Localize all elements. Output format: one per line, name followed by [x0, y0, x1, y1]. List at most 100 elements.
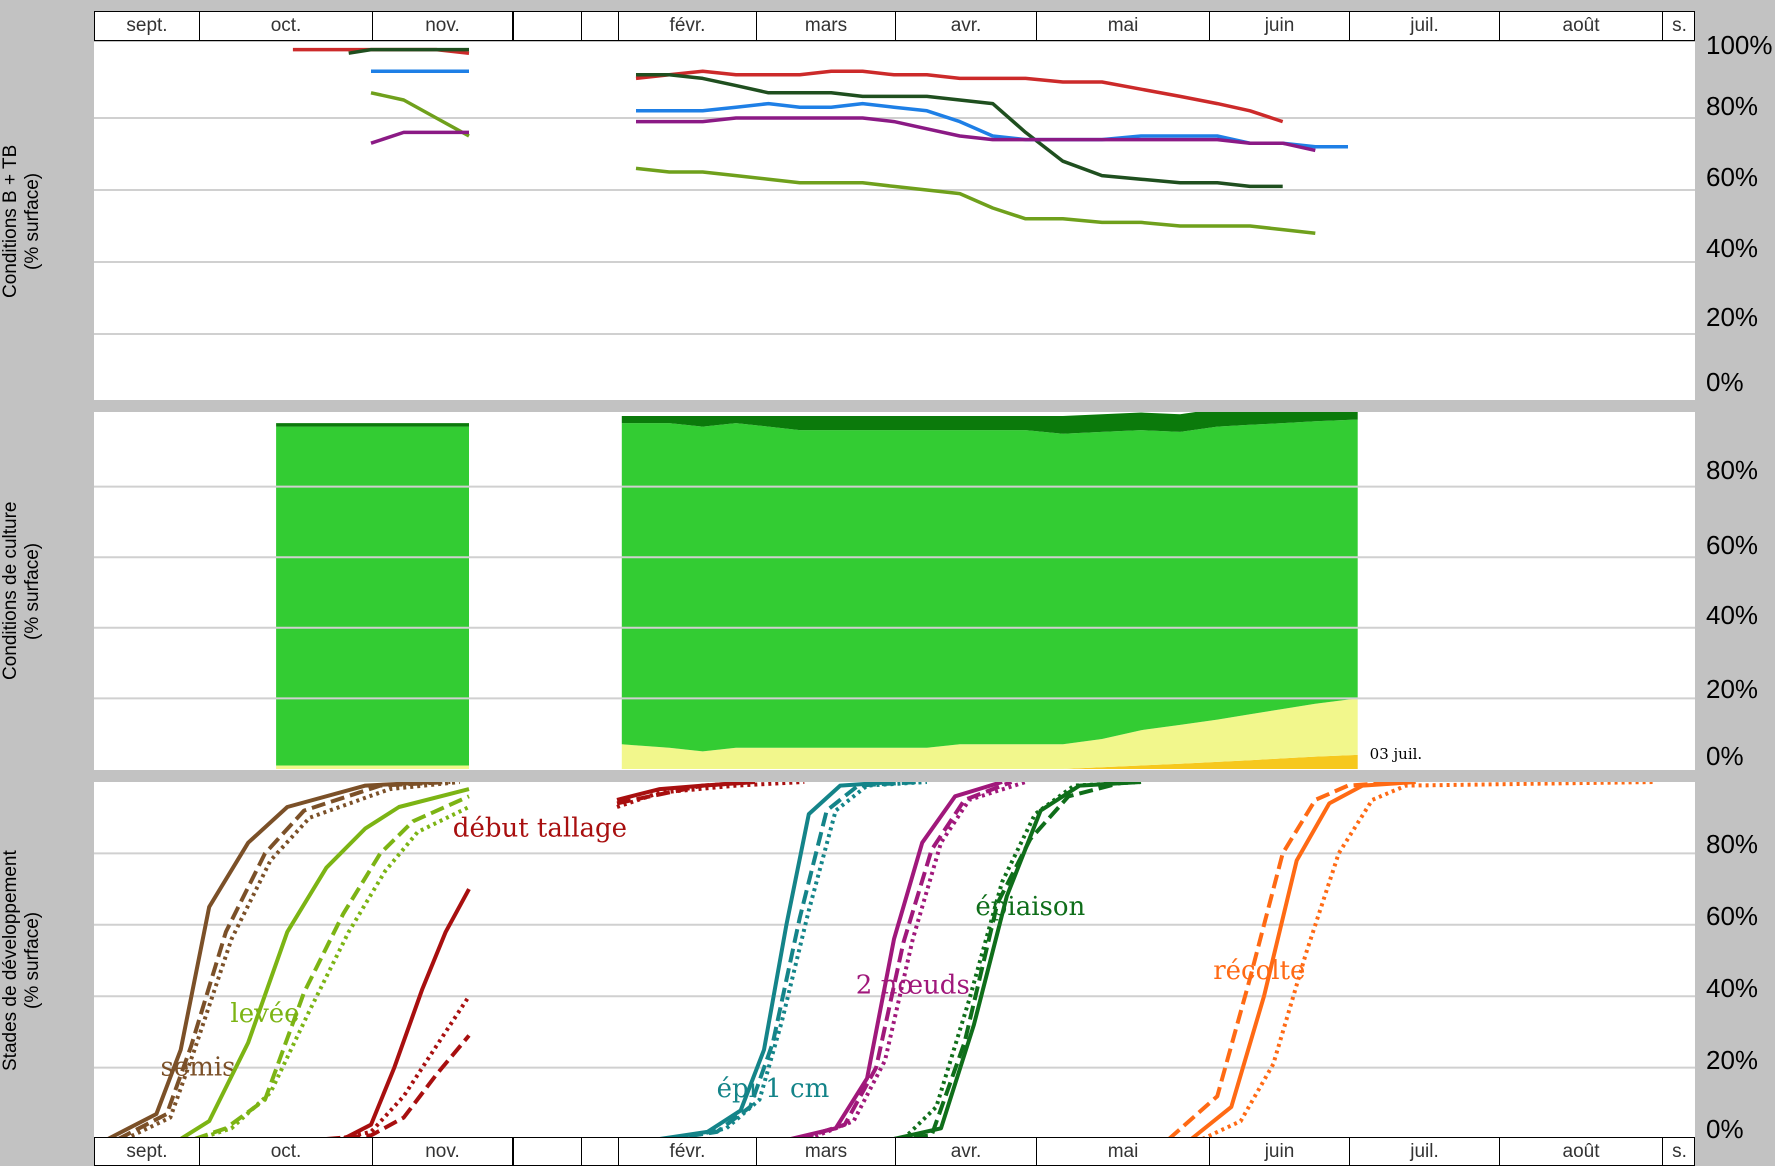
series-line — [348, 47, 469, 55]
month-label — [581, 1138, 618, 1165]
stage-line — [179, 787, 470, 1141]
series-line — [636, 73, 1283, 189]
month-label: févr. — [618, 12, 756, 40]
month-label — [581, 12, 618, 40]
series-line — [370, 91, 470, 138]
month-axis-bottom: sept. oct. nov. févr. mars avr. mai juin juil. ao… — [94, 1137, 1695, 1166]
tick-label: 0% — [1706, 741, 1744, 771]
ylabel-conditions-b-tb: Conditions B + TB (% surface) — [0, 42, 44, 400]
stage-line — [304, 888, 471, 1141]
panel-conditions-culture: 03 juil. — [94, 401, 1695, 770]
tick-label: 40% — [1706, 973, 1759, 1003]
tick-label: 20% — [1706, 302, 1759, 332]
area-layer — [276, 423, 469, 427]
stage-line — [197, 805, 470, 1141]
month-label: sept. — [126, 1141, 168, 1162]
area-layer — [621, 419, 1358, 752]
month-label: oct. — [199, 12, 372, 40]
stage-label: début tallage — [453, 813, 627, 843]
stage-line — [1167, 780, 1402, 1141]
tick-label: 80% — [1706, 91, 1759, 121]
tick-label: 60% — [1706, 162, 1759, 192]
month-label: mars — [756, 1138, 895, 1165]
stage-line — [678, 780, 928, 1141]
stage-line — [669, 780, 918, 1141]
conditions-b-tb-plot — [94, 47, 1695, 335]
month-label: août — [1499, 1138, 1662, 1165]
stage-line — [616, 780, 805, 809]
area-layer — [276, 426, 469, 766]
area-layer — [276, 765, 469, 769]
stage-line — [106, 780, 437, 1141]
stage-line — [326, 1034, 471, 1141]
month-label: s. — [1662, 12, 1696, 40]
month-label: nov. — [372, 12, 512, 40]
month-label — [512, 12, 581, 40]
ylabel-line1: Conditions B + TB — [0, 144, 21, 298]
month-label: avr. — [895, 1138, 1036, 1165]
month-label: mars — [756, 12, 895, 40]
ylabel-line2: (% surface) — [22, 911, 43, 1010]
tick-label: 0% — [1706, 367, 1744, 397]
area-layer — [621, 401, 1358, 434]
stage-label: semis — [160, 1053, 235, 1083]
stage-line — [902, 780, 1142, 1141]
series-line — [635, 166, 1316, 235]
stage-label: 2 nœuds — [856, 970, 970, 1000]
date-annotation: 03 juil. — [1370, 745, 1423, 763]
series-line — [636, 116, 1316, 153]
tick-label: 40% — [1706, 233, 1759, 263]
stage-line — [808, 780, 1027, 1141]
stage-line — [893, 780, 1125, 1141]
month-label: avr. — [895, 12, 1036, 40]
tick-label: 80% — [1706, 455, 1759, 485]
stades-developpement-plot: semis levée début tallage épi 1 cm 2 nœuds ép… — [94, 780, 1695, 1141]
month-label: août — [1499, 12, 1662, 40]
stage-line — [337, 995, 471, 1141]
tick-label: 20% — [1706, 674, 1759, 704]
stage-label: récolte — [1213, 956, 1305, 986]
tick-label: 80% — [1706, 829, 1759, 859]
month-label: juin — [1209, 1138, 1349, 1165]
ylabel-line1: Stades de développement — [0, 850, 21, 1071]
stage-line — [193, 794, 470, 1141]
month-label: juil. — [1349, 12, 1499, 40]
area-layer — [621, 754, 1358, 769]
stage-line — [799, 780, 1013, 1141]
month-label: sept. — [126, 15, 168, 36]
month-label — [512, 1138, 581, 1165]
ylabel-line1: Conditions de culture — [0, 501, 21, 681]
tick-label: 60% — [1706, 530, 1759, 560]
stage-line — [893, 780, 1142, 1141]
month-label: févr. — [618, 1138, 756, 1165]
stage-label: épiaison — [975, 892, 1085, 922]
stage-line — [124, 780, 460, 1141]
month-label: s. — [1662, 1138, 1696, 1165]
month-label: nov. — [372, 1138, 512, 1165]
series-line — [635, 69, 1284, 124]
panel-stades-developpement: semis levée début tallage épi 1 cm 2 nœuds ép… — [94, 780, 1695, 1141]
month-label: juil. — [1349, 1138, 1499, 1165]
stage-label: épi 1 cm — [717, 1074, 830, 1104]
stage-line — [616, 780, 756, 806]
stage-line — [659, 780, 895, 1141]
conditions-culture-plot: 03 juil. — [94, 401, 1695, 769]
ylabel-conditions-culture: Conditions de culture (% surface) — [0, 412, 44, 770]
ylabel-line2: (% surface) — [22, 542, 43, 640]
month-label: oct. — [199, 1138, 372, 1165]
month-label: juin — [1209, 12, 1349, 40]
month-label: mai — [1036, 1138, 1209, 1165]
tick-label: 40% — [1706, 600, 1759, 630]
month-label: mai — [1036, 12, 1209, 40]
tick-label: 20% — [1706, 1045, 1759, 1075]
series-line — [636, 101, 1348, 149]
stage-label: levée — [230, 999, 299, 1029]
tick-label: 60% — [1706, 901, 1759, 931]
ylabel-stades-developpement: Stades de développement (% surface) — [0, 782, 44, 1139]
tick-label: 100% — [1706, 30, 1773, 60]
stage-line — [1201, 780, 1656, 1141]
series-line — [370, 130, 469, 145]
stage-line — [117, 780, 451, 1141]
ylabel-line2: (% surface) — [22, 172, 43, 270]
